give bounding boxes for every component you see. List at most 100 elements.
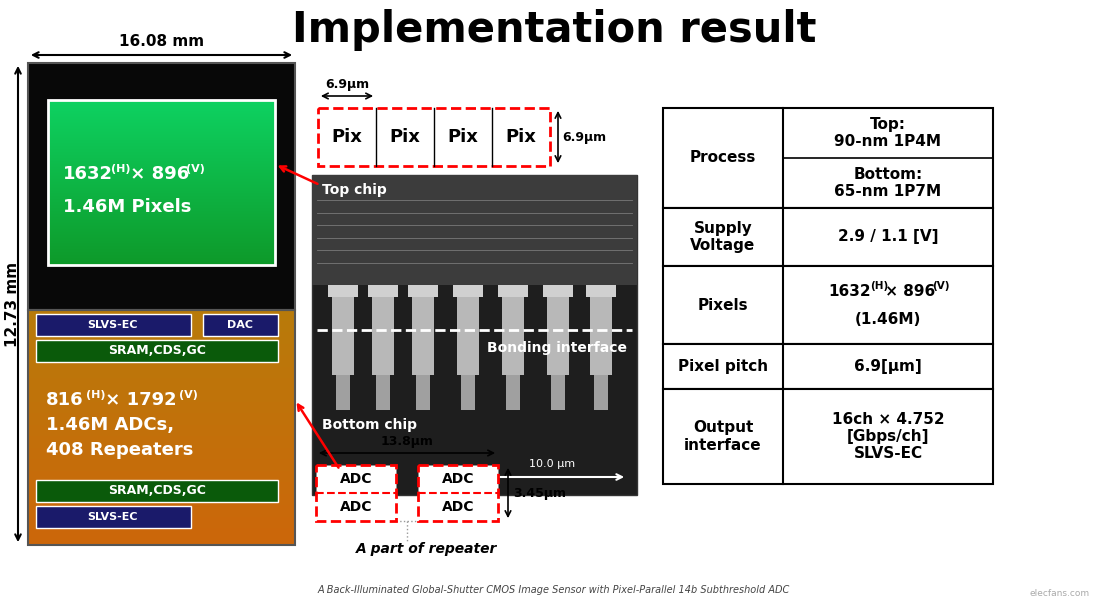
Bar: [28, 465, 295, 466]
Bar: [203, 314, 278, 336]
Bar: [28, 373, 295, 374]
Bar: [28, 366, 295, 367]
Bar: [28, 330, 295, 331]
Text: ADC: ADC: [441, 472, 475, 486]
Bar: [28, 538, 295, 539]
Bar: [28, 412, 295, 413]
Bar: [28, 504, 295, 505]
Bar: [28, 317, 295, 318]
Bar: [48, 201, 275, 202]
Bar: [48, 137, 275, 138]
Bar: [48, 208, 275, 209]
Bar: [48, 124, 275, 125]
Bar: [28, 446, 295, 447]
Bar: [28, 400, 295, 401]
Bar: [28, 490, 295, 491]
Bar: [28, 344, 295, 345]
Bar: [48, 187, 275, 188]
Bar: [28, 377, 295, 378]
Text: SLVS-EC: SLVS-EC: [88, 320, 139, 330]
Bar: [48, 195, 275, 196]
Bar: [28, 63, 295, 310]
Text: 6.9μm: 6.9μm: [325, 78, 369, 91]
Bar: [28, 409, 295, 410]
Bar: [28, 371, 295, 372]
Bar: [590, 285, 612, 375]
Bar: [48, 253, 275, 254]
Bar: [28, 324, 295, 325]
Bar: [48, 213, 275, 214]
Bar: [28, 516, 295, 517]
Bar: [48, 121, 275, 122]
Bar: [48, 245, 275, 246]
Bar: [28, 406, 295, 407]
Bar: [28, 539, 295, 540]
Bar: [28, 342, 295, 343]
Bar: [28, 448, 295, 449]
Bar: [28, 502, 295, 503]
Bar: [28, 329, 295, 330]
Bar: [28, 487, 295, 488]
Text: ADC: ADC: [339, 472, 373, 486]
Bar: [48, 106, 275, 107]
Text: Pix: Pix: [332, 128, 363, 146]
Text: Top chip: Top chip: [322, 183, 387, 197]
Bar: [48, 177, 275, 178]
Text: Pixels: Pixels: [698, 298, 749, 312]
Bar: [28, 476, 295, 477]
Bar: [28, 319, 295, 320]
Text: 2.9 / 1.1 [V]: 2.9 / 1.1 [V]: [837, 229, 938, 245]
Bar: [28, 444, 295, 445]
Bar: [48, 158, 275, 159]
Bar: [28, 509, 295, 510]
Bar: [28, 360, 295, 361]
Bar: [48, 220, 275, 221]
Bar: [28, 480, 295, 481]
Bar: [48, 138, 275, 139]
Bar: [28, 484, 295, 485]
Bar: [452, 285, 484, 297]
Bar: [48, 130, 275, 131]
Bar: [48, 145, 275, 146]
Bar: [28, 382, 295, 383]
Bar: [28, 356, 295, 357]
Bar: [28, 343, 295, 344]
Bar: [28, 501, 295, 502]
Bar: [48, 118, 275, 119]
Bar: [28, 368, 295, 369]
Bar: [48, 256, 275, 257]
Bar: [48, 250, 275, 251]
Bar: [48, 192, 275, 193]
Bar: [28, 397, 295, 398]
Bar: [48, 251, 275, 252]
Bar: [28, 315, 295, 316]
Text: × 896: × 896: [881, 284, 935, 298]
Text: Process: Process: [690, 151, 756, 165]
Text: 1.46M Pixels: 1.46M Pixels: [63, 198, 192, 217]
Bar: [48, 227, 275, 228]
Bar: [28, 436, 295, 437]
Bar: [28, 451, 295, 452]
Bar: [28, 505, 295, 506]
Bar: [28, 352, 295, 353]
Bar: [48, 215, 275, 216]
Bar: [48, 181, 275, 182]
Bar: [48, 264, 275, 265]
Bar: [48, 172, 275, 173]
Bar: [48, 199, 275, 200]
Bar: [28, 379, 295, 380]
Bar: [28, 414, 295, 415]
Text: ADC: ADC: [339, 500, 373, 514]
Bar: [48, 239, 275, 240]
Bar: [457, 285, 479, 375]
Bar: [28, 514, 295, 515]
Bar: [48, 140, 275, 141]
Bar: [28, 340, 295, 341]
Bar: [48, 102, 275, 103]
Bar: [48, 202, 275, 203]
Bar: [28, 445, 295, 446]
Bar: [48, 149, 275, 150]
Bar: [48, 155, 275, 156]
Bar: [48, 101, 275, 102]
Bar: [48, 100, 275, 265]
